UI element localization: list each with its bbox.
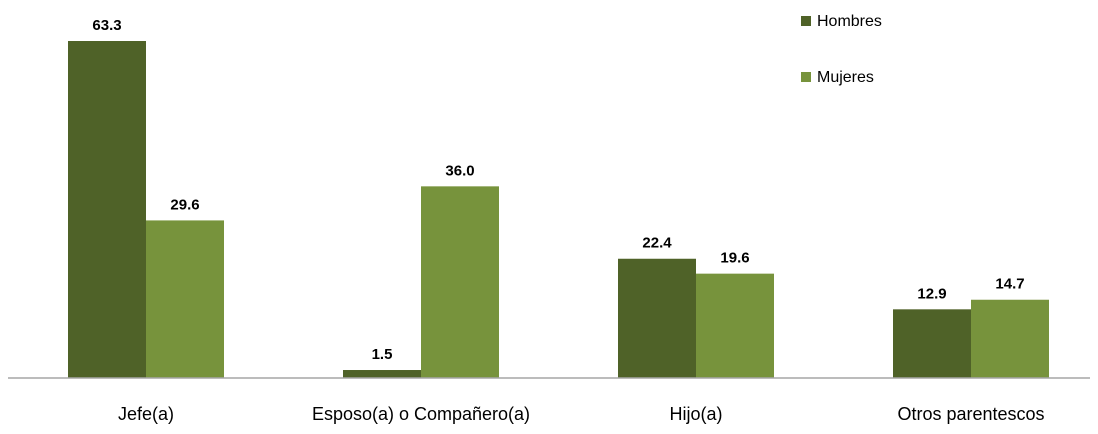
bars-layer bbox=[68, 41, 1049, 378]
bar-hombres-otros-parentescos bbox=[893, 309, 971, 378]
value-label-mujeres-jefe-a: 29.6 bbox=[170, 196, 199, 213]
bar-hombres-esposo-a-o-companero-a bbox=[343, 370, 421, 378]
value-label-hombres-hijo-a: 22.4 bbox=[642, 235, 672, 252]
value-label-mujeres-hijo-a: 19.6 bbox=[720, 250, 749, 267]
value-label-hombres-jefe-a: 63.3 bbox=[92, 17, 121, 34]
value-label-mujeres-esposo-a-o-companero-a: 36.0 bbox=[445, 162, 474, 179]
bar-mujeres-hijo-a bbox=[696, 273, 774, 378]
bar-mujeres-jefe-a bbox=[146, 220, 224, 378]
legend-label-hombres: Hombres bbox=[817, 13, 882, 30]
legend-label-mujeres: Mujeres bbox=[817, 69, 874, 86]
legend: Hombres Mujeres bbox=[801, 13, 882, 86]
category-label-jefe-a: Jefe(a) bbox=[118, 404, 174, 424]
bar-mujeres-esposo-a-o-companero-a bbox=[421, 186, 499, 378]
category-label-otros-parentescos: Otros parentescos bbox=[897, 404, 1044, 424]
bar-mujeres-otros-parentescos bbox=[971, 299, 1049, 378]
value-label-hombres-otros-parentescos: 12.9 bbox=[917, 285, 946, 302]
legend-swatch-hombres bbox=[801, 16, 811, 26]
value-label-mujeres-otros-parentescos: 14.7 bbox=[995, 276, 1024, 293]
bar-hombres-hijo-a bbox=[618, 258, 696, 378]
value-labels-layer: 63.3 29.6 1.5 36.0 22.4 19.6 12.9 14.7 bbox=[92, 17, 1024, 363]
bar-hombres-jefe-a bbox=[68, 41, 146, 378]
category-label-esposo-a-o-companero-a: Esposo(a) o Compañero(a) bbox=[312, 404, 530, 424]
value-label-hombres-esposo-a-o-companero-a: 1.5 bbox=[372, 346, 393, 363]
category-labels-layer: Jefe(a) Esposo(a) o Compañero(a) Hijo(a) Ot… bbox=[118, 404, 1045, 424]
category-label-hijo-a: Hijo(a) bbox=[669, 404, 722, 424]
legend-swatch-mujeres bbox=[801, 72, 811, 82]
